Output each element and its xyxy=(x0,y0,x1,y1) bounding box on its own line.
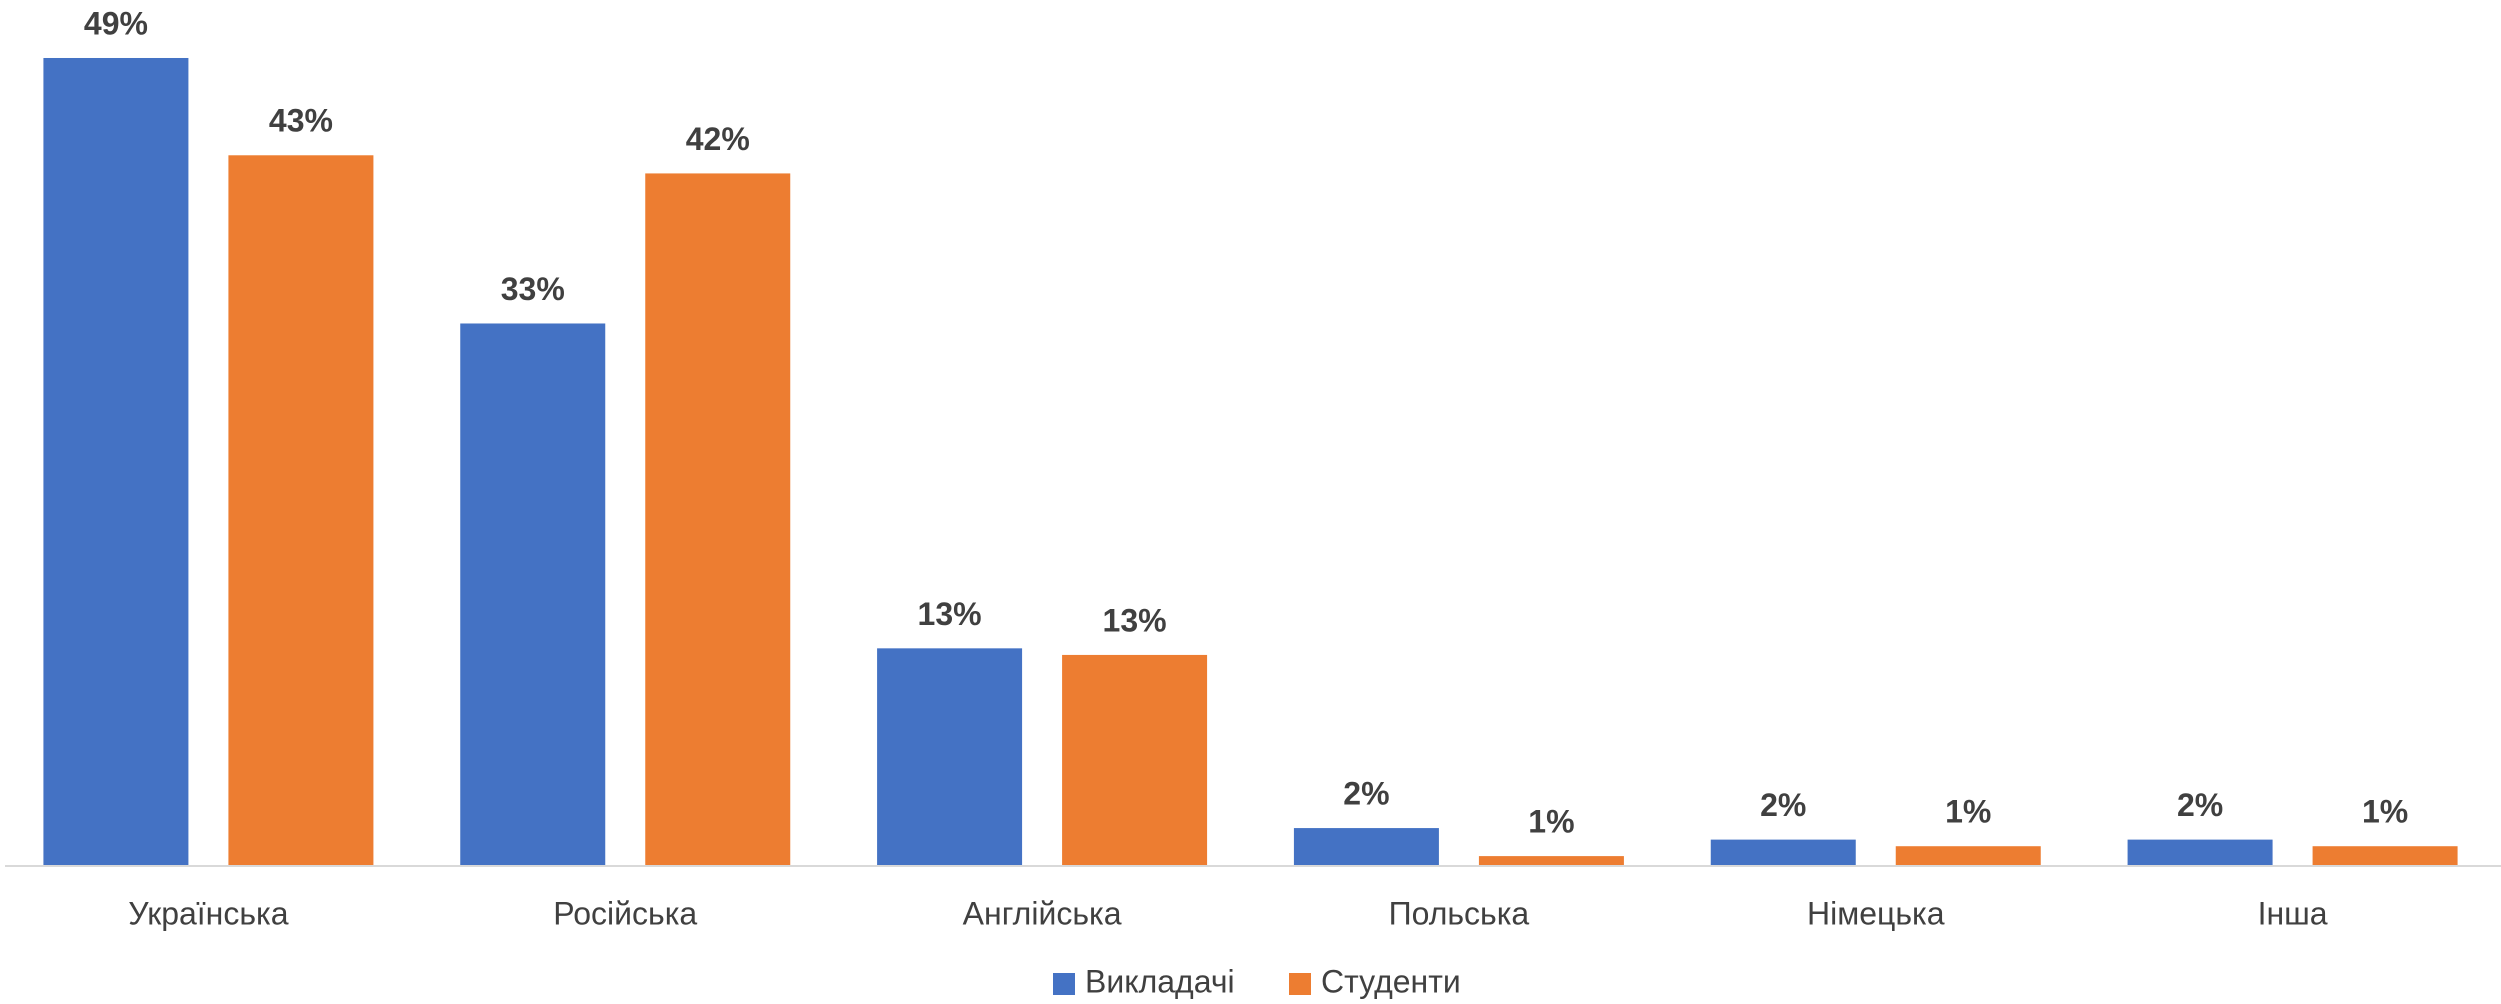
x-tick-label: Німецька xyxy=(1807,895,1945,931)
x-tick-label: Українська xyxy=(128,895,288,931)
data-label: 1% xyxy=(1945,794,1991,830)
bar xyxy=(645,173,791,867)
legend-swatch xyxy=(1053,973,1075,995)
data-label: 13% xyxy=(918,596,982,632)
data-label: 1% xyxy=(1528,804,1574,840)
x-tick-label: Польська xyxy=(1389,895,1530,931)
legend-label: Студенти xyxy=(1321,963,1461,999)
x-tick-label: Інша xyxy=(2258,895,2328,931)
data-label: 2% xyxy=(1760,787,1806,823)
bar xyxy=(877,648,1023,866)
data-label: 1% xyxy=(2362,794,2408,830)
bar xyxy=(2312,846,2458,866)
data-label: 43% xyxy=(269,103,333,139)
bar xyxy=(1062,654,1208,866)
data-label: 2% xyxy=(2177,787,2223,823)
bar xyxy=(1710,839,1856,866)
legend-label: Викладачі xyxy=(1085,963,1235,999)
bar xyxy=(1478,856,1624,866)
bar xyxy=(43,57,189,867)
bar xyxy=(2127,839,2273,866)
legend-swatch xyxy=(1289,973,1311,995)
data-label: 33% xyxy=(501,271,565,307)
x-tick-label: Англійська xyxy=(963,895,1122,931)
x-tick-label: Російська xyxy=(553,895,697,931)
bar xyxy=(228,155,374,866)
data-label: 42% xyxy=(686,121,750,157)
data-label: 2% xyxy=(1343,776,1389,812)
data-label: 49% xyxy=(84,5,148,41)
bar xyxy=(460,323,606,866)
bar xyxy=(1293,828,1439,866)
data-label: 13% xyxy=(1103,602,1167,638)
bar xyxy=(1895,846,2041,866)
